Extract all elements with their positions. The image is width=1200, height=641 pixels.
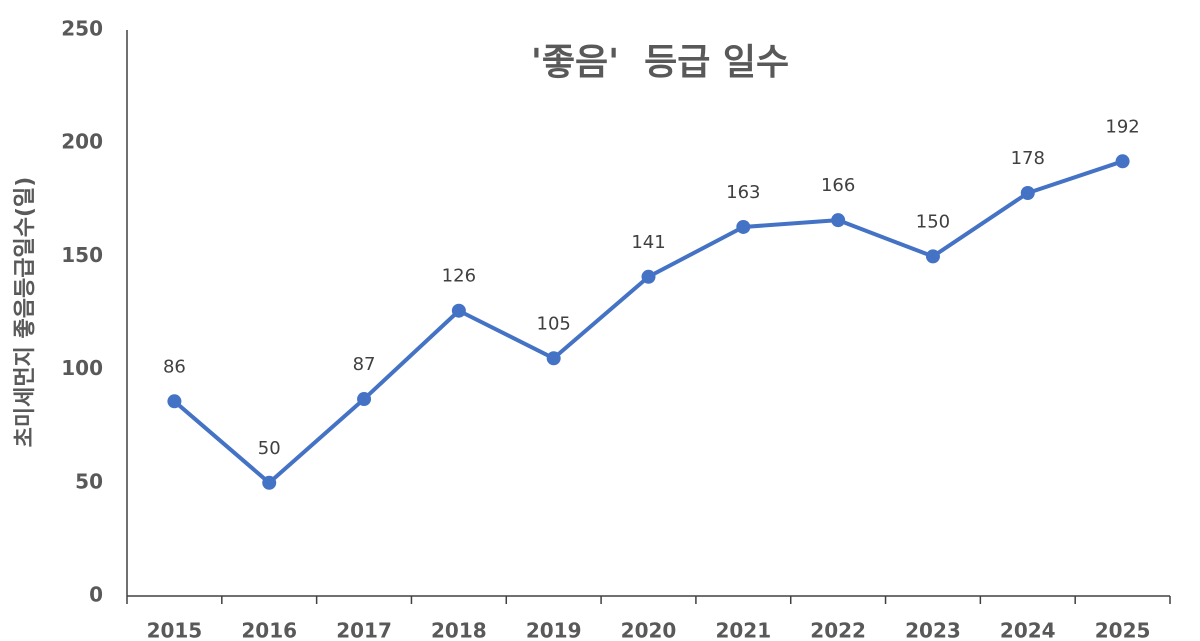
point [262,475,277,490]
line [173,159,1124,485]
point [546,351,561,366]
x-tick-label: 2022 [810,619,866,641]
point [1020,186,1035,201]
x-tick-label: 2021 [715,619,771,641]
y-tick-label: 0 [89,583,103,607]
x-tick-label: 2018 [431,619,487,641]
point [451,303,466,318]
data-label: 87 [353,354,376,375]
data-label: 150 [916,211,950,232]
data-label: 141 [631,232,665,253]
point [641,269,656,284]
data-label: 105 [537,313,571,334]
y-tick-label: 250 [61,17,103,41]
data-label: 126 [442,266,476,287]
x-tick-label: 2016 [241,619,297,641]
data-label: 163 [726,182,760,203]
y-tick-label: 100 [61,356,103,380]
data-label: 166 [821,175,855,196]
y-tick-label: 50 [75,469,103,493]
x-tick-label: 2024 [1000,619,1056,641]
y-tick-label: 150 [61,243,103,267]
data-label: 50 [258,438,281,459]
point [736,219,751,234]
point [925,249,940,264]
point [357,392,372,407]
x-tick-label: 2025 [1095,619,1151,641]
x-tick-label: 2015 [147,619,203,641]
x-tick-label: 2020 [621,619,677,641]
y-tick-label: 200 [61,130,103,154]
data-label: 178 [1011,148,1045,169]
data-label: 86 [163,356,186,377]
point [167,394,182,409]
chart-title: '좋음' 등급 일수 [531,42,789,83]
data-label: 192 [1105,116,1139,137]
point [1115,154,1130,169]
x-tick-label: 2019 [526,619,582,641]
x-tick-label: 2017 [336,619,392,641]
y-axis-label: 초미세먼지 좋음등급일수(일) [13,177,38,448]
x-tick-label: 2023 [905,619,961,641]
point [831,213,846,228]
